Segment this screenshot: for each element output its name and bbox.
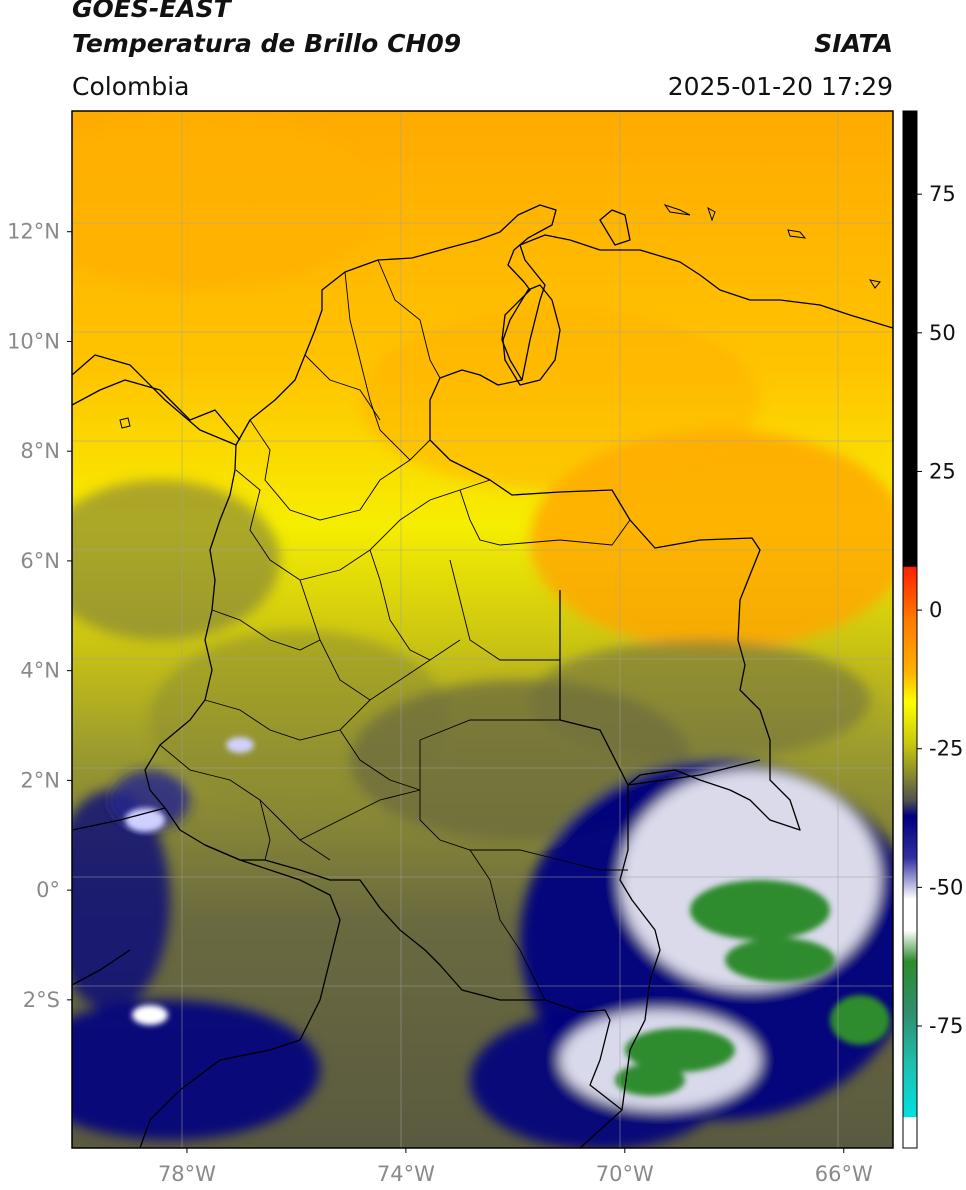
- product-title: Temperatura de Brillo CH09: [72, 29, 462, 58]
- colorbar-tick-label: 0: [929, 598, 942, 622]
- lon-tick-label: 66°W: [815, 1162, 873, 1186]
- agency-label: SIATA: [814, 29, 893, 58]
- datetime-label: 2025-01-20 17:29: [667, 72, 893, 101]
- lat-tick-label: 8°N: [20, 439, 60, 463]
- colorbar-tick-label: 50: [929, 321, 956, 345]
- colorbar-tick-label: -75: [929, 1014, 963, 1038]
- lat-tick-label: 6°N: [20, 549, 60, 573]
- country-borders: [72, 204, 893, 1148]
- colorbar-tick-label: 75: [929, 182, 956, 206]
- longitude-ticks: 78°W 74°W 70°W 66°W: [158, 1148, 873, 1186]
- lat-tick-label: 4°N: [20, 659, 60, 683]
- grid-lines: [72, 111, 893, 1148]
- lon-tick-label: 70°W: [596, 1162, 654, 1186]
- region-label: Colombia: [72, 72, 190, 101]
- lat-tick-label: 2°S: [23, 988, 60, 1012]
- colorbar-gradient: [903, 111, 917, 1148]
- colorbar-frame: [902, 110, 918, 1149]
- island-outlines: [119, 204, 881, 429]
- lat-tick-label: 10°N: [7, 329, 60, 353]
- lon-tick-label: 78°W: [158, 1162, 216, 1186]
- colorbar: 75 50 25 0 -25 -50 -75: [902, 110, 963, 1149]
- lat-tick-label: 12°N: [7, 220, 60, 244]
- map-frame: [71, 110, 894, 1149]
- latitude-ticks: 12°N 10°N 8°N 6°N 4°N 2°N 0° 2°S: [7, 220, 72, 1012]
- imagery-layer: [72, 111, 893, 1148]
- satellite-title: GOES-EAST: [72, 0, 231, 23]
- colorbar-tick-label: -50: [929, 875, 963, 899]
- colorbar-tick-label: -25: [929, 737, 963, 761]
- colorbar-ticks: 75 50 25 0 -25 -50 -75: [917, 182, 963, 1038]
- colorbar-tick-label: 25: [929, 459, 956, 483]
- lat-tick-label: 0°: [36, 878, 60, 902]
- department-borders: [159, 259, 631, 1001]
- lat-tick-label: 2°N: [20, 768, 60, 792]
- lon-tick-label: 74°W: [377, 1162, 435, 1186]
